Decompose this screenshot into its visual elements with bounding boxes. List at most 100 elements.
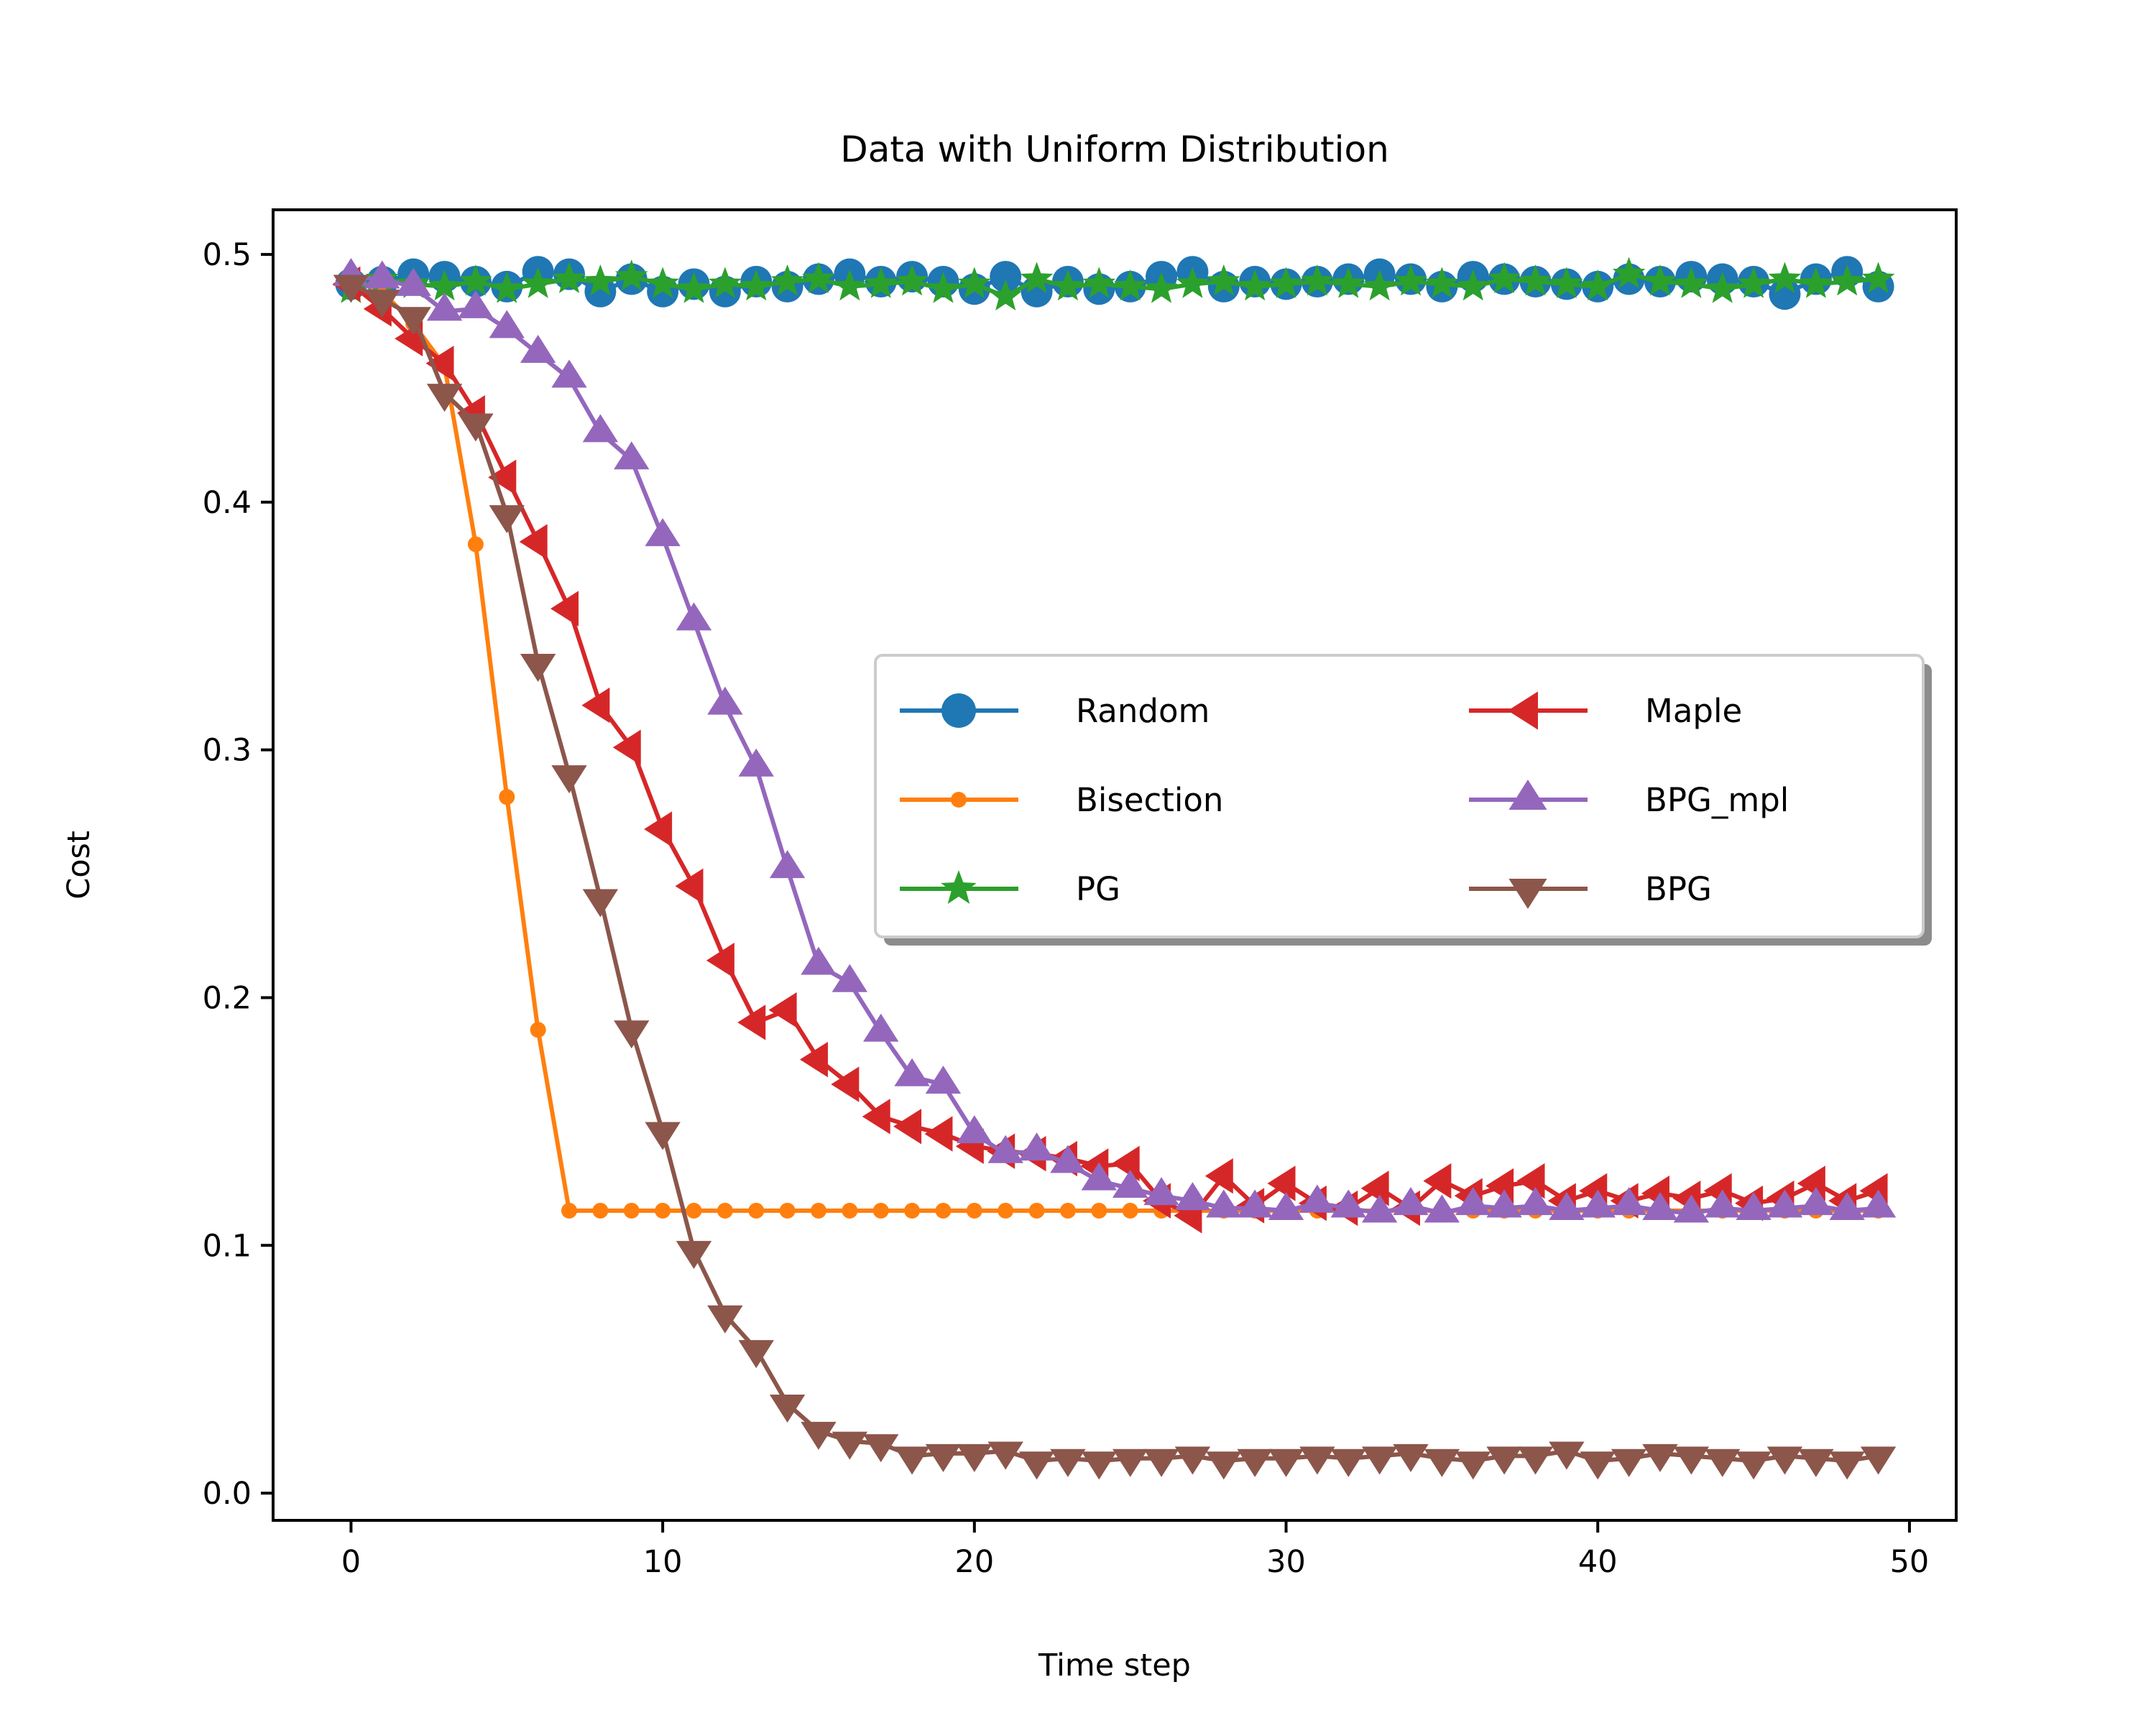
data-point-bpg-mpl: [676, 602, 712, 631]
data-point-pg: [926, 272, 960, 303]
data-point-bpg-mpl: [1112, 1169, 1148, 1198]
data-point-pg: [1488, 262, 1521, 293]
series-bpg: [333, 274, 1897, 1480]
legend-item-bpg: BPG: [1469, 870, 1712, 909]
data-point-bpg-mpl: [707, 686, 743, 715]
data-point-bpg: [1860, 1446, 1897, 1475]
data-point-pg: [1113, 269, 1147, 301]
data-point-bisection: [655, 1202, 671, 1219]
chart-title: Data with Uniform Distribution: [840, 129, 1389, 170]
data-point-pg: [1456, 269, 1490, 301]
data-point-bisection: [779, 1202, 796, 1219]
data-point-bpg-mpl: [1424, 1194, 1460, 1223]
plot-area: [332, 256, 1897, 1480]
x-tick-label: 30: [1266, 1544, 1306, 1580]
data-point-bpg: [551, 765, 587, 794]
data-point-bpg: [1268, 1449, 1304, 1477]
data-point-pg: [553, 262, 586, 293]
data-point-bpg-mpl: [987, 1135, 1023, 1163]
data-point-bpg-mpl: [1860, 1189, 1897, 1218]
data-point-pg: [895, 264, 929, 296]
data-point-bpg: [1237, 1449, 1273, 1477]
data-point-pg: [1394, 264, 1427, 296]
data-point-bpg-mpl: [1486, 1189, 1522, 1218]
data-point-pg: [1269, 267, 1303, 298]
data-point-bpg-mpl: [614, 441, 650, 470]
series-bpg-mpl: [333, 258, 1897, 1223]
data-point-bisection: [748, 1202, 765, 1219]
data-point-bpg-mpl: [1361, 1194, 1398, 1223]
data-point-maple: [924, 1116, 953, 1152]
data-point-pg: [1363, 269, 1396, 301]
data-point-pg: [1737, 267, 1770, 298]
data-point-pg: [989, 279, 1023, 311]
data-point-bpg: [1549, 1441, 1585, 1470]
data-point-bpg: [1424, 1449, 1460, 1477]
data-point-pg: [1082, 267, 1116, 298]
data-point-maple: [1423, 1163, 1452, 1199]
data-point-random: [990, 261, 1022, 293]
data-point-bisection: [686, 1202, 702, 1219]
data-point-pg: [521, 267, 555, 298]
data-point-maple: [831, 1066, 860, 1102]
legend-label: Random: [1076, 692, 1210, 730]
data-point-maple: [581, 687, 610, 724]
legend-item-maple: Maple: [1469, 691, 1742, 730]
data-point-bpg: [1455, 1451, 1491, 1480]
data-point-bpg-mpl: [831, 964, 868, 992]
data-point-bpg-mpl: [769, 850, 806, 879]
data-point-maple: [550, 591, 579, 627]
legend-label: Maple: [1645, 692, 1742, 730]
data-point-bpg: [1018, 1451, 1055, 1480]
data-point-pg: [1705, 272, 1739, 303]
data-point-bpg-mpl: [1018, 1132, 1055, 1161]
data-point-bpg: [333, 274, 369, 303]
data-point-pg: [428, 269, 461, 301]
legend-swatch-marker: [1508, 780, 1547, 810]
data-point-bpg: [957, 1443, 992, 1472]
data-point-bpg: [1081, 1451, 1118, 1480]
data-point-bpg-mpl: [1330, 1189, 1366, 1218]
data-point-bpg: [1673, 1446, 1710, 1475]
legend-swatch-marker: [1508, 691, 1538, 730]
legend-item-pg: PG: [900, 870, 1120, 908]
data-point-bpg: [1330, 1449, 1366, 1477]
data-point-bpg: [738, 1340, 774, 1369]
data-point-bpg-mpl: [458, 290, 494, 318]
data-point-bpg-mpl: [551, 359, 587, 388]
legend-item-bpg-mpl: BPG_mpl: [1469, 780, 1789, 819]
data-point-maple: [1267, 1165, 1296, 1201]
data-point-bpg-mpl: [1736, 1191, 1772, 1220]
x-axis-label: Time step: [1038, 1648, 1191, 1683]
legend-swatch-marker: [1508, 879, 1547, 909]
data-point-bpg: [645, 1122, 681, 1150]
data-point-bisection: [1028, 1202, 1045, 1219]
data-point-pg: [1644, 264, 1677, 296]
data-point-bpg: [1112, 1449, 1148, 1477]
data-point-pg: [740, 269, 773, 301]
data-point-bpg: [1766, 1446, 1803, 1475]
data-point-bpg-mpl: [1705, 1189, 1741, 1218]
plot-frame: [272, 208, 1958, 1522]
data-point-pg: [646, 267, 679, 298]
data-point-bpg: [1517, 1446, 1554, 1475]
data-point-bpg-mpl: [1143, 1177, 1179, 1206]
x-tick-label: 40: [1578, 1544, 1618, 1580]
x-tick-label: 50: [1890, 1544, 1930, 1580]
data-point-bpg-mpl: [925, 1066, 962, 1094]
data-point-maple: [644, 811, 673, 847]
data-point-pg: [1612, 257, 1646, 289]
data-point-pg: [1550, 267, 1583, 298]
data-point-bpg: [1393, 1443, 1429, 1472]
data-point-bpg: [925, 1443, 962, 1472]
data-point-bpg-mpl: [1549, 1191, 1585, 1220]
data-point-pg: [833, 269, 867, 301]
data-point-maple: [1204, 1158, 1233, 1194]
data-point-maple: [1111, 1145, 1140, 1182]
data-point-bpg: [1705, 1449, 1741, 1477]
series-pg: [334, 257, 1895, 311]
data-point-pg: [1861, 262, 1895, 293]
data-point-bpg: [1611, 1449, 1647, 1477]
